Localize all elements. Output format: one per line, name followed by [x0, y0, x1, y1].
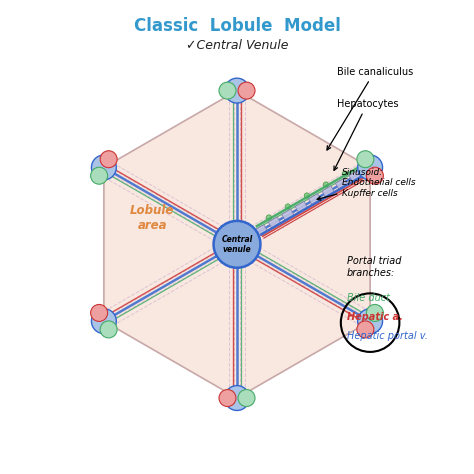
Circle shape: [366, 167, 383, 184]
Circle shape: [323, 182, 328, 187]
Polygon shape: [282, 209, 294, 220]
Circle shape: [91, 167, 108, 184]
Circle shape: [238, 82, 255, 99]
Circle shape: [304, 193, 310, 198]
Circle shape: [91, 155, 116, 180]
Circle shape: [100, 321, 117, 338]
Text: ✓Central Venule: ✓Central Venule: [186, 39, 288, 52]
Circle shape: [366, 304, 383, 321]
Polygon shape: [309, 194, 321, 205]
Polygon shape: [336, 178, 348, 190]
Text: Lobule
area: Lobule area: [130, 204, 174, 232]
Circle shape: [358, 155, 383, 180]
Text: Central
venule: Central venule: [221, 235, 253, 254]
Text: Hepatic portal v.: Hepatic portal v.: [347, 331, 428, 341]
Polygon shape: [268, 217, 281, 228]
Circle shape: [91, 304, 108, 321]
Circle shape: [225, 385, 249, 410]
Circle shape: [214, 221, 260, 268]
Text: Portal triad
branches:: Portal triad branches:: [347, 256, 401, 278]
Text: Bile canaliculus: Bile canaliculus: [327, 66, 413, 150]
Polygon shape: [255, 225, 267, 236]
Circle shape: [238, 390, 255, 407]
Circle shape: [285, 204, 291, 209]
Polygon shape: [104, 91, 370, 398]
Polygon shape: [349, 170, 361, 182]
Circle shape: [219, 82, 236, 99]
Circle shape: [357, 321, 374, 338]
Circle shape: [219, 390, 236, 407]
Circle shape: [342, 171, 347, 176]
Text: Hepatic a.: Hepatic a.: [347, 312, 403, 322]
Circle shape: [357, 151, 374, 168]
Text: Bile duct: Bile duct: [347, 292, 390, 302]
Circle shape: [358, 309, 383, 334]
Circle shape: [266, 215, 272, 220]
Circle shape: [225, 78, 249, 103]
Text: Sinusoid:
Endothelial cells
Kupffer cells: Sinusoid: Endothelial cells Kupffer cell…: [317, 168, 416, 200]
Text: Classic  Lobule  Model: Classic Lobule Model: [134, 18, 340, 36]
Polygon shape: [322, 186, 335, 197]
Text: Hepatocytes: Hepatocytes: [334, 99, 398, 170]
Polygon shape: [295, 201, 308, 213]
Circle shape: [91, 309, 116, 334]
Circle shape: [100, 151, 117, 168]
